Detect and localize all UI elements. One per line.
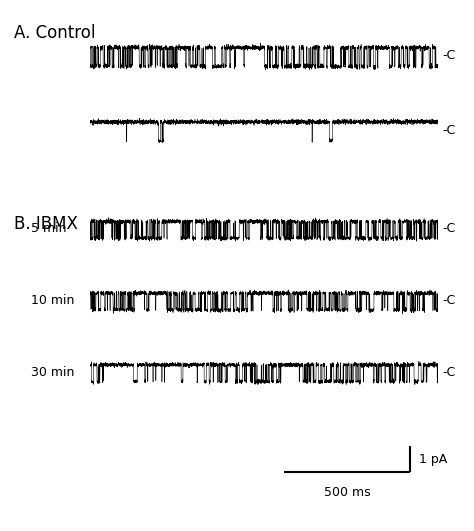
Text: -C: -C [442,294,455,307]
Text: A. Control: A. Control [14,24,96,42]
Text: 10 min: 10 min [31,294,74,307]
Text: 30 min: 30 min [31,365,74,379]
Text: -C: -C [442,222,455,235]
Text: 5 min: 5 min [31,222,66,235]
Text: -C: -C [442,124,455,136]
Text: B. IBMX: B. IBMX [14,215,78,233]
Text: 500 ms: 500 ms [324,486,370,499]
Text: -C: -C [442,49,455,62]
Text: 1 pA: 1 pA [419,453,447,466]
Text: -C: -C [442,365,455,379]
